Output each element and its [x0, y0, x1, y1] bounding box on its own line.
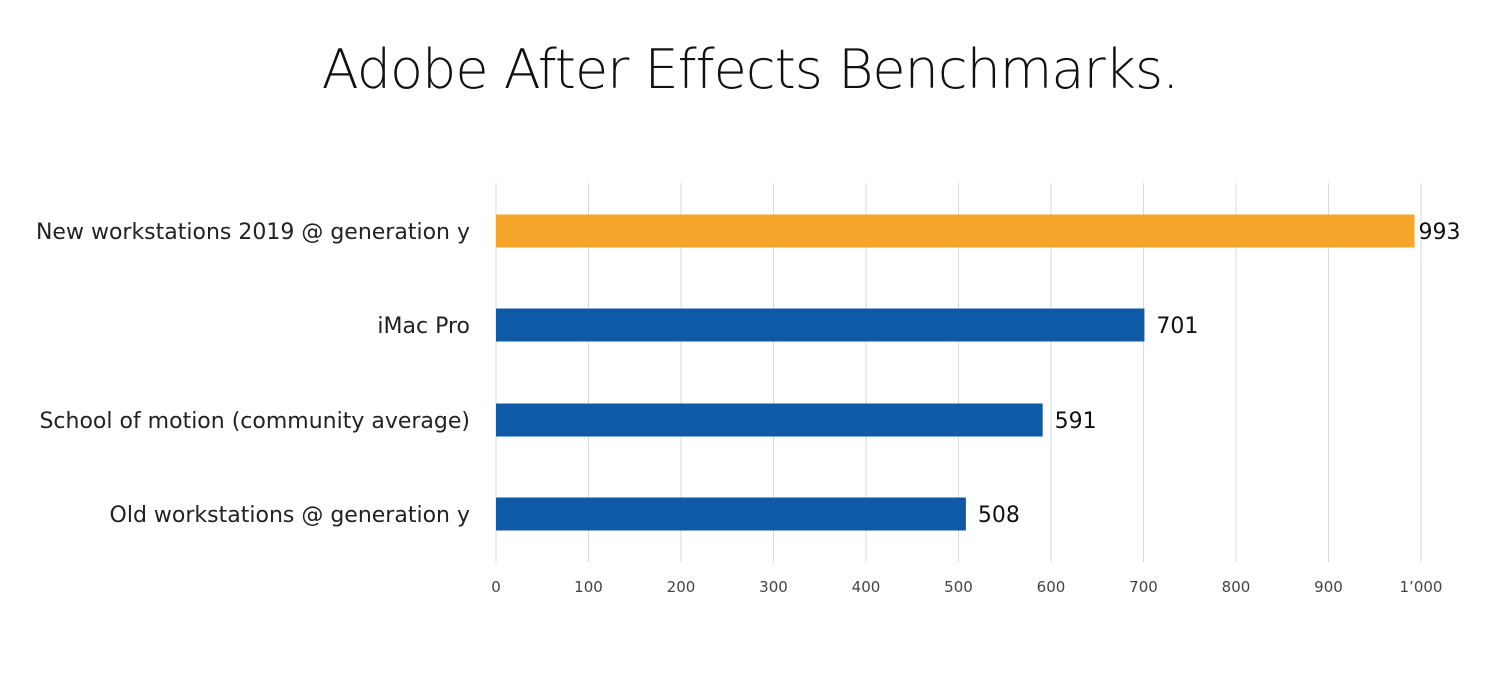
x-tick-label: 0: [491, 578, 501, 596]
bar: [496, 403, 1043, 437]
bar: [496, 214, 1415, 248]
data-label: 591: [1055, 409, 1097, 434]
data-label: 508: [978, 503, 1020, 528]
x-tick-label: 800: [1222, 578, 1251, 596]
x-tick-label: 500: [944, 578, 973, 596]
x-tick-label: 600: [1037, 578, 1066, 596]
x-tick-label: 400: [852, 578, 881, 596]
category-label: School of motion (community average): [39, 409, 470, 434]
x-tick-label: 700: [1129, 578, 1158, 596]
labels: 0 100 200 300 400 500 600 700 800 900 1’000 New wor…: [36, 220, 1461, 596]
category-label: New workstations 2019 @ generation y: [36, 220, 470, 245]
bars: [496, 214, 1415, 531]
data-label: 993: [1419, 220, 1461, 245]
category-label: Old workstations @ generation y: [110, 503, 470, 528]
bar: [496, 308, 1145, 342]
data-label: 701: [1156, 314, 1198, 339]
category-label: iMac Pro: [377, 314, 470, 339]
bar: [496, 497, 966, 531]
x-tick-label: 200: [667, 578, 696, 596]
x-tick-label: 100: [574, 578, 603, 596]
x-tick-label: 900: [1314, 578, 1343, 596]
x-tick-label: 300: [759, 578, 788, 596]
chart-title: Adobe After Effects Benchmarks.: [321, 38, 1180, 101]
x-tick-label: 1’000: [1400, 578, 1443, 596]
